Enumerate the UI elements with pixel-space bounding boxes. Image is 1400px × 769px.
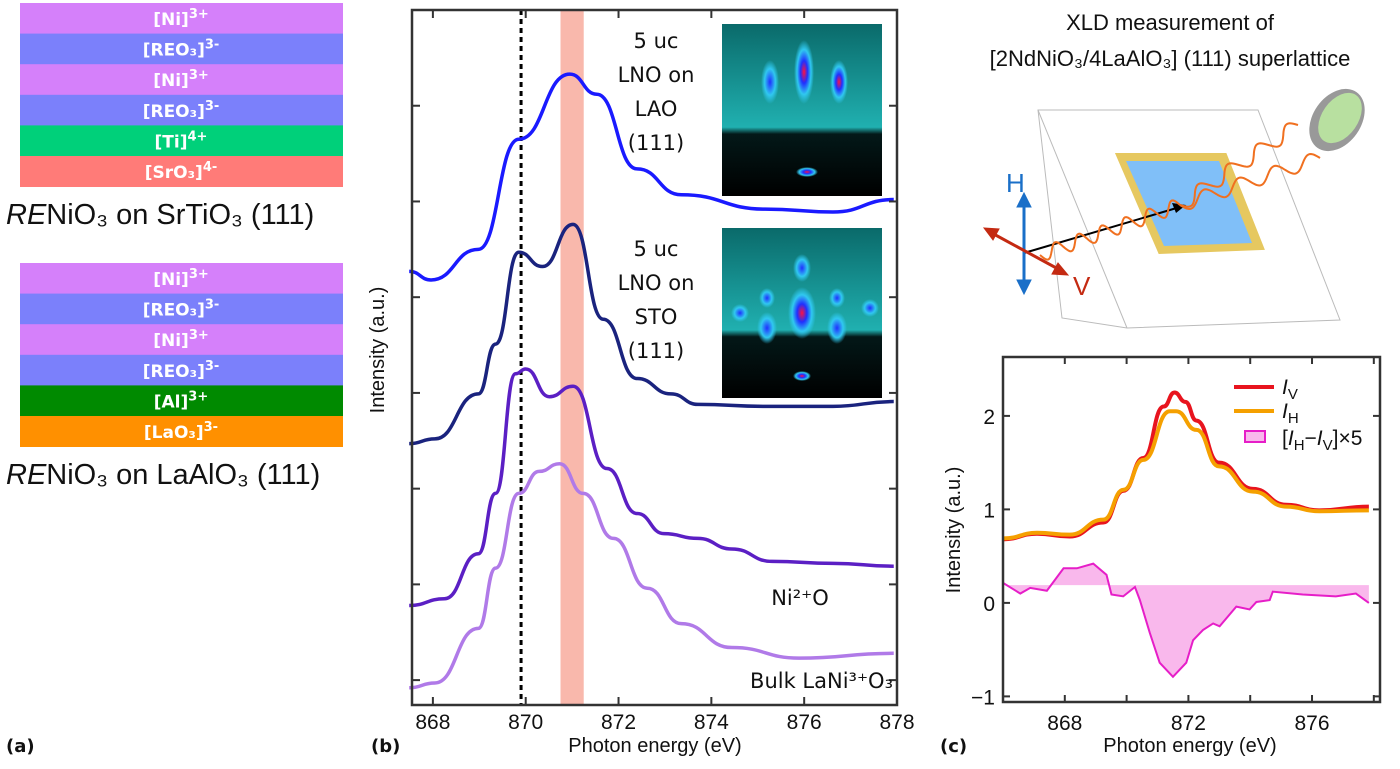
h-label: H	[1006, 168, 1025, 198]
layer-stack-2: [Ni]3+ [REO₃]3- [Ni]3+ [REO₃]3- [Al]3+ [LaO₃]…	[6, 263, 343, 491]
inset-annotation: 5 uc	[634, 237, 679, 261]
x-tick-label: 876	[787, 711, 822, 734]
xld-schematic: XLD measurement of [2NdNiO₃/4LaAlO₃] (11…	[982, 10, 1365, 329]
layer-label: [REO₃]3-	[143, 359, 220, 382]
series-label-nio: Ni²⁺O	[771, 586, 829, 610]
layer-label: [Ti]4+	[155, 129, 208, 152]
layer-block	[20, 293, 343, 325]
incident-wave	[1039, 199, 1181, 261]
plot-frame	[410, 8, 899, 707]
v-polarization-arrow	[982, 227, 1070, 276]
x-tick-label: 872	[601, 711, 636, 734]
panel-label-b: (b)	[371, 736, 400, 757]
y-axis-label: Intensity (a.u.)	[943, 467, 965, 594]
y-tick-label: 1	[983, 499, 995, 522]
inset-annotation: (111)	[628, 131, 684, 155]
stack-caption: RENiO₃ on LaAlO₃ (111)	[6, 459, 320, 491]
beam-direction-arrow	[1023, 206, 1181, 254]
series-line-0	[409, 72, 894, 282]
layer-label: [SrO₃]4-	[145, 160, 218, 183]
rheed-inset-lao	[722, 24, 882, 196]
stack-caption: RENiO₃ on SrTiO₃ (111)	[6, 199, 314, 231]
legend-label: IV	[1282, 376, 1298, 403]
sample	[1126, 161, 1252, 246]
x-axis-label: Photon energy (eV)	[1103, 735, 1276, 757]
schematic-title-line1: XLD measurement of	[1066, 10, 1275, 35]
y-tick-label: −1	[971, 686, 995, 709]
layer-label: [Ni]3+	[153, 328, 209, 351]
y-axis-label: Intensity (a.u.)	[367, 287, 389, 414]
layer-block	[20, 33, 343, 65]
panel-a-layer-stacks: [Ni]3+ [REO₃]3- [Ni]3+ [REO₃]3- [Ti]4+ [SrO₃]…	[6, 3, 343, 491]
layer-block	[20, 3, 343, 34]
inset-annotation: LAO	[635, 97, 678, 121]
inset-annotation: 5 uc	[634, 29, 679, 53]
series-line-IV	[1002, 390, 1369, 542]
layer-block	[20, 263, 343, 294]
rheed-inset-sto	[722, 228, 882, 398]
legend-label: [IH−IV]×5	[1282, 427, 1362, 454]
layer-block	[20, 94, 343, 126]
layer-label: [Al]3+	[154, 389, 208, 412]
h-polarization-arrow	[1016, 191, 1032, 296]
series-line-2	[409, 367, 894, 608]
series-line-1	[409, 222, 894, 446]
layer-label: [REO₃]3-	[143, 38, 220, 61]
layer-block	[20, 385, 343, 417]
layer-stack-1: [Ni]3+ [REO₃]3- [Ni]3+ [REO₃]3- [Ti]4+ [SrO₃]…	[6, 3, 343, 231]
panel-label-c: (c)	[940, 736, 967, 757]
x-tick-label: 872	[1171, 712, 1206, 735]
x-tick-label: 870	[508, 711, 543, 734]
inset-annotation: STO	[635, 305, 678, 329]
layer-label: [Ni]3+	[153, 267, 209, 290]
scattered-wave-2	[1179, 152, 1321, 211]
panel-label-a: (a)	[6, 736, 35, 757]
layer-label: [Ni]3+	[153, 7, 209, 30]
shaded-energy-band	[560, 10, 584, 705]
layer-block	[20, 416, 343, 447]
scattered-wave-1	[1179, 122, 1299, 208]
x-tick-label: 878	[879, 711, 914, 734]
layer-label: [REO₃]3-	[143, 298, 220, 321]
layer-block	[20, 125, 343, 157]
series-line-difference	[1003, 562, 1370, 679]
panel-b-xas-chart: 868 870 872 874 876 878 5 uc LNO on LAO (111) 5 u…	[367, 8, 915, 757]
v-label: V	[1073, 271, 1091, 301]
x-tick-label: 874	[694, 711, 729, 734]
x-axis-label: Photon energy (eV)	[568, 735, 741, 757]
x-tick-label: 868	[1047, 712, 1082, 735]
layer-block	[20, 156, 343, 187]
scattering-plane	[1037, 109, 1341, 329]
schematic-title-line2: [2NdNiO₃/4LaAlO₃] (111) superlattice	[990, 46, 1351, 71]
inset-annotation: LNO on	[618, 271, 695, 295]
x-tick-label: 868	[415, 711, 450, 734]
series-label-bulk-lno: Bulk LaNi³⁺O₃	[750, 669, 893, 693]
y-tick-label: 2	[983, 406, 995, 429]
layer-block	[20, 324, 343, 356]
inset-annotation: (111)	[628, 339, 684, 363]
layer-label: [Ni]3+	[153, 68, 209, 91]
plot-frame	[1001, 355, 1382, 704]
series-line-IH	[1003, 409, 1369, 541]
legend-label: IH	[1282, 400, 1299, 427]
legend-swatch-diff	[1244, 430, 1266, 443]
layer-block	[20, 64, 343, 96]
layer-label: [LaO₃]3-	[144, 420, 218, 443]
layer-label: [REO₃]3-	[143, 99, 220, 122]
layer-block	[20, 354, 343, 386]
inset-annotation: LNO on	[618, 63, 695, 87]
series-line-3	[409, 462, 894, 690]
y-tick-label: 0	[983, 593, 995, 616]
x-tick-label: 876	[1294, 712, 1329, 735]
